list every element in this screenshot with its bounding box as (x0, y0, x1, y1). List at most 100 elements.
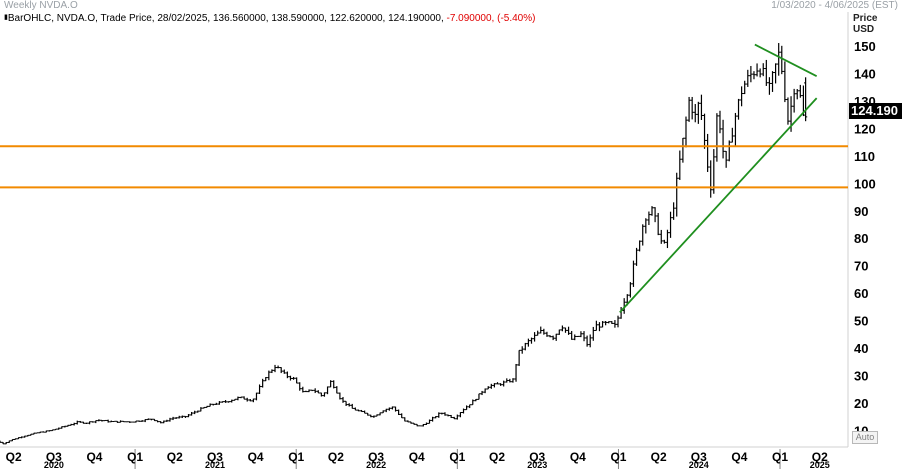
ohlc-bar (400, 413, 404, 419)
ohlc-bar (387, 407, 391, 411)
ohlc-bar (798, 84, 802, 98)
ohlc-bar (644, 218, 648, 234)
ohlc-bar (610, 321, 614, 324)
ohlc-bar (57, 427, 61, 430)
year-label: 2024 (689, 460, 709, 469)
ohlc-bar (774, 63, 778, 84)
ohlc-bar (223, 400, 228, 403)
ohlc-bar (641, 224, 645, 246)
ohlc-bar (363, 410, 367, 414)
ohlc-bar (631, 260, 636, 287)
ohlc-bar (313, 388, 317, 394)
ohlc-bar (276, 365, 280, 369)
ohlc-bar (316, 390, 320, 394)
ohlc-bar (752, 71, 756, 80)
ohlc-bar (424, 422, 429, 425)
ohlc-bar (91, 421, 95, 423)
ohlc-bar (186, 414, 191, 418)
ohlc-bar (257, 384, 262, 394)
ohlc-bar (155, 420, 160, 423)
ohlc-bar (712, 149, 716, 194)
ohlc-bar (563, 327, 568, 333)
ohlc-bar (171, 416, 175, 421)
ohlc-bar (668, 211, 673, 238)
ohlc-bar (84, 422, 89, 425)
ohlc-bar (699, 94, 704, 121)
ohlc-bar (406, 420, 410, 423)
ohlc-bar (202, 406, 206, 409)
ohlc-bar (214, 402, 218, 405)
y-tick-label: 60 (854, 286, 868, 301)
ohlc-bar (353, 407, 357, 411)
ohlc-bar (183, 415, 188, 418)
ohlc-bar (767, 77, 772, 95)
ohlc-bar (517, 349, 521, 366)
ohlc-bar (585, 335, 589, 347)
ohlc-bar (369, 414, 373, 418)
ohlc-bar (230, 399, 234, 403)
ohlc-bar (109, 420, 113, 423)
ohlc-bar (205, 405, 209, 408)
ohlc-bar (736, 98, 741, 120)
ohlc-bar (41, 431, 45, 433)
ohlc-bar (520, 346, 524, 354)
series-legend[interactable]: ▮BarOHLC, NVDA.O, Trade Price, 28/02/202… (4, 13, 535, 24)
ohlc-bar (727, 140, 731, 162)
ohlc-bar (795, 89, 799, 100)
ohlc-bar (622, 298, 626, 314)
ohlc-bar (350, 403, 354, 409)
ohlc-bar (514, 363, 518, 382)
x-tick-label: Q3 (207, 450, 223, 464)
ohlc-bar (165, 419, 169, 422)
x-tick-label: Q2 (651, 450, 667, 464)
ohlc-bar (431, 416, 435, 422)
ohlc-bar (217, 401, 221, 405)
ohlc-bar (579, 331, 583, 338)
ohlc-bar (665, 229, 670, 249)
ohlc-bar (594, 320, 598, 331)
ohlc-bar (542, 328, 546, 335)
ohlc-bar (437, 412, 441, 418)
ohlc-bar (675, 172, 679, 217)
x-tick-label: Q2 (812, 450, 828, 464)
ohlc-bar (678, 150, 682, 180)
legend-prefix: BarOHLC, NVDA.O, Trade Price, 28/02/2025… (7, 13, 447, 24)
ohlc-bar (384, 408, 388, 413)
ohlc-bar (227, 401, 231, 403)
ohlc-bar (492, 383, 497, 388)
ohlc-bar (7, 440, 11, 443)
ohlc-bar (588, 334, 592, 348)
ohlc-bar (146, 418, 150, 421)
ohlc-bar (486, 386, 490, 390)
ohlc-bar (332, 380, 336, 389)
ohlc-bar (248, 399, 252, 402)
ohlc-bar (672, 202, 676, 220)
ohlc-bar (724, 150, 728, 168)
ohlc-bar (613, 320, 617, 328)
x-tick-label: Q1 (772, 450, 788, 464)
ohlc-bar (282, 369, 286, 374)
x-tick-label: Q1 (610, 450, 626, 464)
ohlc-bar (270, 369, 274, 374)
y-tick-label: 50 (854, 314, 868, 329)
ohlc-bar (551, 335, 555, 341)
ohlc-bar (634, 247, 639, 266)
ohlc-bar (13, 438, 18, 440)
year-label: 2021 (205, 460, 225, 469)
price-axis-label: Price (853, 13, 878, 24)
ohlc-bar (115, 420, 120, 423)
ohlc-bar (347, 403, 351, 407)
ohlc-bar (477, 393, 481, 400)
ohlc-bar (251, 398, 255, 403)
ohlc-bar (341, 396, 345, 403)
ohlc-bar (647, 211, 651, 226)
auto-scale-button[interactable]: Auto (852, 431, 878, 444)
ohlc-bar (72, 422, 76, 426)
y-tick-label: 80 (854, 231, 868, 246)
ohlc-bar (502, 380, 506, 387)
ohlc-bar (29, 433, 33, 436)
ohlc-bar (381, 410, 385, 414)
ohlc-bar (254, 392, 259, 401)
ohlc-bar (690, 96, 694, 120)
